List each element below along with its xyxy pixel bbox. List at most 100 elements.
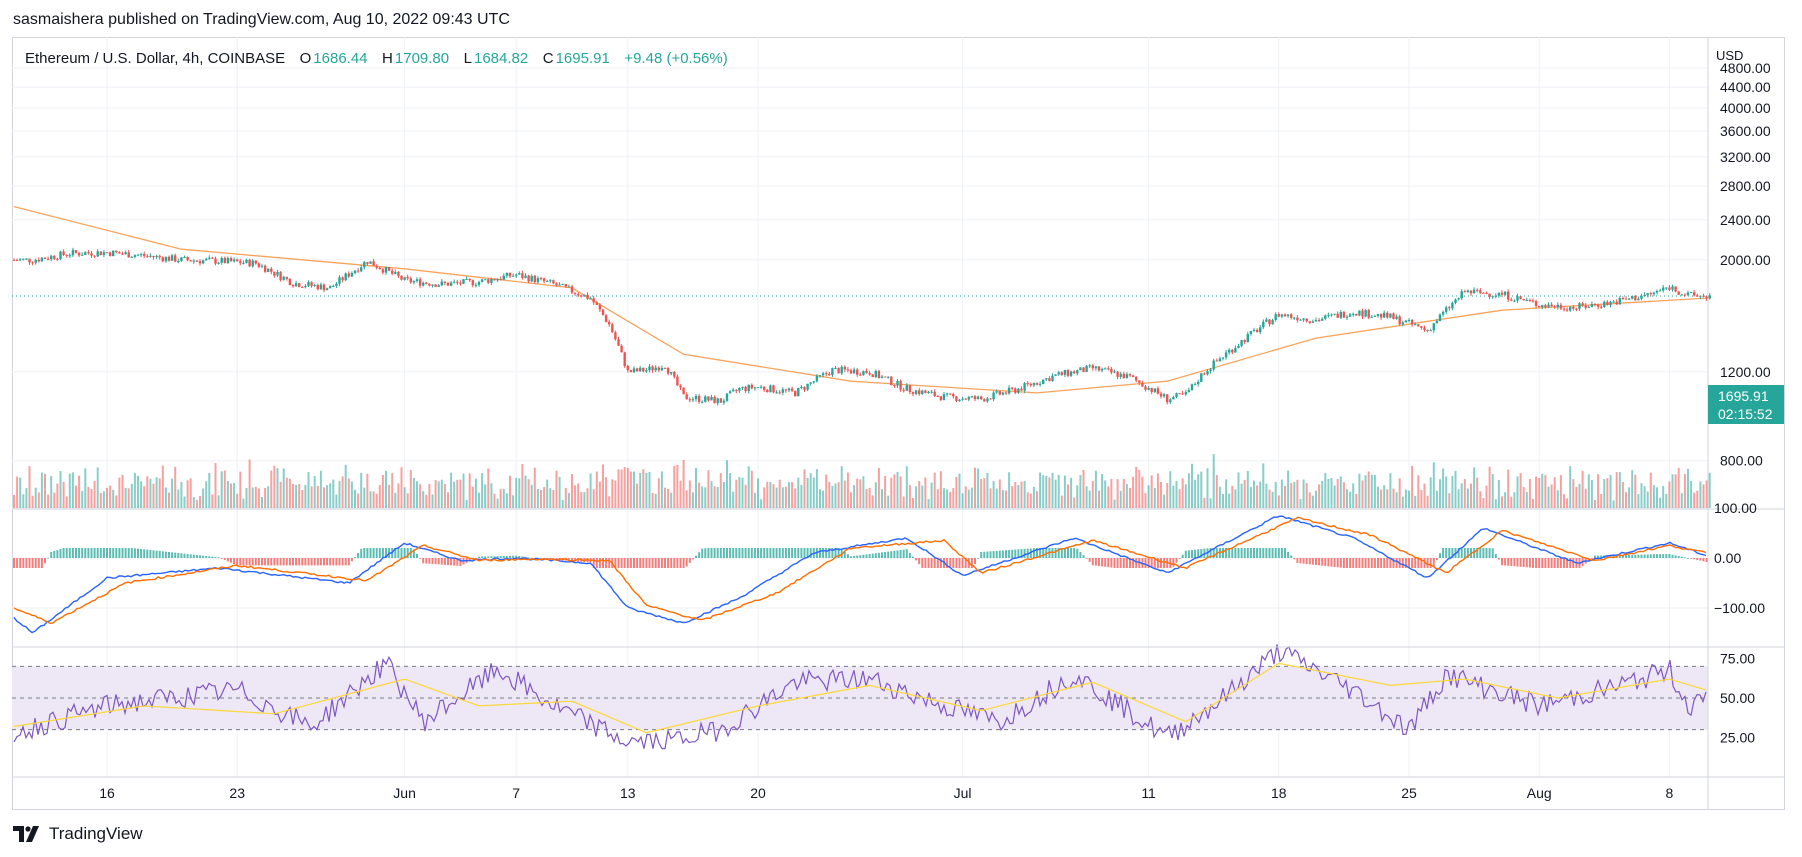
macd-histogram-bar <box>316 558 319 566</box>
chart-frame[interactable] <box>12 37 1785 810</box>
volume-bar <box>623 467 626 508</box>
volume-bar <box>1383 485 1386 508</box>
volume-bar <box>645 472 648 508</box>
volume-bar <box>598 481 601 508</box>
candle-body <box>787 388 791 391</box>
x-tick-label: 8 <box>1666 785 1674 801</box>
macd-histogram-bar <box>1246 548 1249 558</box>
macd-histogram-bar <box>381 548 384 558</box>
macd-histogram-bar <box>1367 558 1370 568</box>
volume-bar <box>1451 476 1454 508</box>
volume-bar <box>1386 489 1389 508</box>
macd-histogram-bar <box>574 558 577 562</box>
volume-bar <box>217 495 220 508</box>
volume-bar <box>220 471 223 508</box>
macd-histogram-bar <box>288 558 291 566</box>
volume-bar <box>1212 454 1215 508</box>
candle-body <box>1643 294 1646 297</box>
y-tick-label-rsi: 50.00 <box>1720 690 1755 706</box>
macd-histogram-bar <box>1417 558 1420 568</box>
macd-histogram-bar <box>344 558 347 566</box>
macd-histogram-bar <box>1271 548 1274 558</box>
macd-histogram-bar <box>1225 548 1228 558</box>
volume-bar <box>1070 477 1073 508</box>
candle-body <box>623 352 626 367</box>
volume-bar <box>1594 499 1596 508</box>
candle-body <box>1367 310 1370 318</box>
candle-body <box>530 275 533 282</box>
candle-body <box>961 398 964 400</box>
candle-body <box>329 286 332 289</box>
volume-bar <box>124 487 127 508</box>
macd-histogram-bar <box>1265 548 1268 558</box>
candle-body <box>1293 317 1296 319</box>
macd-histogram-bar <box>158 551 161 558</box>
volume-bar <box>127 488 130 508</box>
candle-body <box>369 261 372 264</box>
candle-body <box>577 293 580 296</box>
candle-body <box>1581 303 1584 306</box>
candle-body <box>313 284 316 286</box>
candle-body <box>1265 319 1268 322</box>
volume-bar <box>1023 480 1026 508</box>
candle-body <box>1435 320 1439 324</box>
candle-body <box>477 281 481 285</box>
y-tick-label-rsi: 25.00 <box>1720 730 1755 746</box>
volume-bar <box>301 490 304 508</box>
macd-histogram-bar <box>1510 558 1513 566</box>
candle-body <box>1531 300 1535 302</box>
volume-bar <box>859 479 862 508</box>
y-tick-label-price: 2400.00 <box>1720 212 1771 228</box>
candle-body <box>1528 300 1532 302</box>
candle-body <box>291 285 295 287</box>
macd-histogram-bar <box>1501 558 1503 566</box>
volume-bar <box>115 495 118 508</box>
macd-histogram-bar <box>874 553 877 558</box>
candle-body <box>214 258 217 264</box>
candle-body <box>1135 376 1138 381</box>
candle-body <box>945 393 949 395</box>
candle-body <box>1290 314 1293 318</box>
volume-bar <box>989 488 992 508</box>
volume-bar <box>605 477 608 508</box>
candle-body <box>1407 319 1411 321</box>
macd-histogram-bar <box>140 549 143 558</box>
volume-bar <box>1417 475 1420 508</box>
candle-body <box>15 259 19 261</box>
candle-body <box>1395 316 1398 319</box>
candle-body <box>1125 374 1129 379</box>
candle-body <box>257 263 261 267</box>
macd-histogram-bar <box>1277 548 1280 558</box>
macd-histogram-bar <box>794 548 797 558</box>
volume-bar <box>285 477 288 508</box>
macd-histogram-bar <box>1535 558 1538 568</box>
candle-body <box>167 256 171 261</box>
candle-body <box>1662 287 1665 291</box>
grid-lines <box>12 37 1708 777</box>
volume-bar <box>344 464 347 508</box>
volume-bar <box>871 495 874 508</box>
macd-histogram-bar <box>1699 558 1702 561</box>
candle-body <box>1007 387 1011 394</box>
macd-histogram-bar <box>220 558 223 559</box>
macd-histogram-bar <box>1243 548 1246 558</box>
volume-bar <box>1504 492 1507 508</box>
volume-bar <box>1569 466 1572 508</box>
volume-bar <box>412 477 415 508</box>
volume-bar <box>1073 497 1076 508</box>
candle-body <box>508 272 512 277</box>
x-tick-label: 11 <box>1141 785 1156 801</box>
volume-bar <box>660 471 663 508</box>
candle-body <box>924 390 927 394</box>
candle-body <box>536 278 540 283</box>
candle-body <box>1088 365 1091 367</box>
footer-brand[interactable]: TradingView <box>13 824 143 844</box>
volume-bar <box>431 494 434 508</box>
macd-histogram-bar <box>1023 548 1026 558</box>
macd-histogram-bar <box>338 558 341 566</box>
candle-body <box>56 258 59 260</box>
candle-body <box>527 275 530 282</box>
macd-histogram-bar <box>1011 549 1014 558</box>
macd-histogram-bar <box>1373 558 1376 568</box>
